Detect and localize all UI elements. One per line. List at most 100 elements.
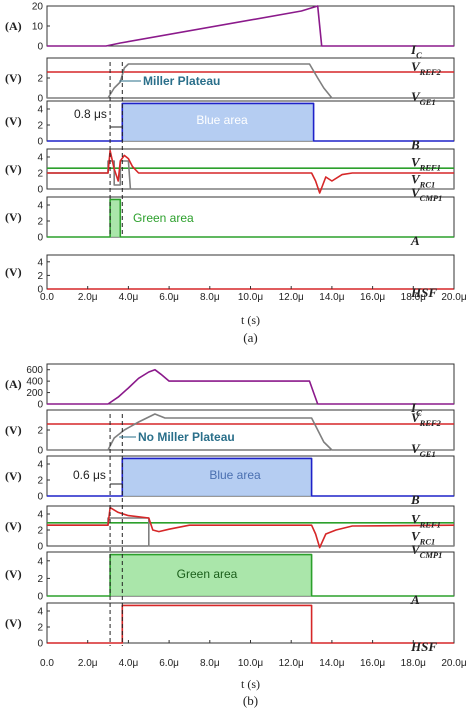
x-tick-label: 18.0μ (401, 292, 426, 303)
y-axis-label: (V) (5, 423, 22, 437)
signal-label: IC (410, 42, 422, 60)
signal-label: VCMP1 (411, 542, 442, 560)
x-tick-label: 20.0μ (441, 292, 466, 303)
y-axis-label: (V) (5, 567, 22, 581)
signal-label: VCMP1 (411, 185, 442, 203)
signal-label-sub: REF1 (419, 163, 441, 173)
signal-label-main: V (411, 155, 421, 170)
signal-label-sub: CMP1 (420, 550, 443, 560)
y-tick-label: 4 (37, 556, 43, 567)
panel-frame (46, 254, 455, 290)
series-line-i-c (47, 5, 454, 47)
signal-label-main: I (410, 42, 417, 57)
x-tick-label: 8.0μ (200, 658, 220, 669)
y-tick-label: 0 (37, 446, 43, 457)
panel-frame (46, 409, 455, 451)
panel-b-2: 0 2 4 (V) B (5, 455, 455, 507)
panel-a-4: 0 2 4 (V) A (5, 196, 455, 248)
signal-label-main: A (410, 592, 420, 607)
series-line-v-rc1 (47, 149, 454, 194)
series-line-a (47, 198, 454, 238)
signal-label: VREF1 (411, 155, 441, 173)
signal-label: A (410, 592, 420, 607)
signal-label-main: HSF (410, 285, 437, 300)
y-tick-label: 4 (37, 460, 43, 471)
series-line-hsf (47, 604, 454, 644)
signal-label-sub: REF1 (419, 520, 441, 530)
signal-label: HSF (410, 639, 437, 654)
shaded-area (122, 103, 314, 141)
y-tick-label: 4 (37, 257, 43, 268)
x-tick-label: 2.0μ (78, 292, 98, 303)
signal-label: HSF (410, 285, 437, 300)
signal-label: VGE1 (411, 89, 436, 107)
signal-label: VGE1 (411, 441, 436, 459)
signal-label-main: B (410, 137, 420, 152)
signal-label-sub: CMP1 (420, 193, 443, 203)
signal-label-main: V (411, 441, 421, 456)
signal-label: B (410, 492, 420, 507)
signal-label: VRC1 (411, 171, 435, 189)
series-line-v-ge1 (47, 63, 454, 99)
y-tick-label: 20 (32, 2, 44, 13)
signal-label-main: V (411, 410, 421, 425)
y-tick-label: 200 (26, 388, 43, 399)
series-line-b (47, 457, 454, 497)
y-tick-label: 0 (37, 185, 43, 196)
y-tick-label: 400 (26, 377, 43, 388)
y-axis-label: (A) (5, 377, 22, 391)
signal-label-main: B (410, 492, 420, 507)
x-tick-label: 4.0μ (119, 292, 139, 303)
shaded-area (122, 458, 312, 496)
y-tick-label: 0 (37, 400, 43, 411)
caption: (b) (243, 693, 258, 708)
y-tick-label: 2 (37, 74, 43, 85)
annotation-label: No Miller Plateau (138, 430, 235, 444)
y-tick-label: 0 (37, 42, 43, 53)
signal-label-sub: GE1 (420, 449, 436, 459)
signal-label: VREF1 (411, 512, 441, 530)
signal-label: VREF2 (411, 410, 442, 428)
signal-label-main: V (411, 528, 421, 543)
y-tick-label: 2 (37, 623, 43, 634)
y-tick-label: 600 (26, 365, 43, 376)
series-line-v-rc1 (47, 506, 455, 549)
signal-label: VRC1 (411, 528, 435, 546)
y-tick-label: 2 (37, 426, 43, 437)
x-tick-label: 12.0μ (279, 658, 304, 669)
y-tick-label: 0 (37, 592, 43, 603)
series-line-v-ge1 (47, 413, 454, 451)
y-axis-label: (V) (5, 162, 22, 176)
panel-b-5: 0 2 4 (V) HSF (5, 602, 455, 654)
signal-label-main: HSF (410, 639, 437, 654)
panel-a-2: 0 2 4 (V) B (5, 100, 455, 152)
panel-b-4: 0 2 4 (V) A (5, 551, 455, 607)
x-tick-label: 2.0μ (78, 658, 98, 669)
y-axis-label: (V) (5, 616, 22, 630)
y-tick-label: 4 (37, 607, 43, 618)
signal-label-main: V (411, 171, 421, 186)
y-axis-label: (V) (5, 469, 22, 483)
x-tick-label: 14.0μ (319, 292, 344, 303)
signal-label-main: V (411, 185, 421, 200)
x-tick-label: 6.0μ (159, 292, 179, 303)
y-axis-label: (A) (5, 19, 22, 33)
y-tick-label: 0 (37, 137, 43, 148)
y-axis-label: (V) (5, 519, 22, 533)
x-tick-label: 0.0 (40, 292, 54, 303)
signal-label-sub: GE1 (420, 97, 436, 107)
y-tick-label: 4 (37, 510, 43, 521)
y-tick-label: 4 (37, 105, 43, 116)
signal-label-sub: C (416, 408, 422, 418)
y-tick-label: 4 (37, 153, 43, 164)
shaded-area (110, 199, 121, 237)
x-tick-label: 16.0μ (360, 658, 385, 669)
y-axis-label: (V) (5, 114, 22, 128)
y-tick-label: 0 (37, 233, 43, 244)
